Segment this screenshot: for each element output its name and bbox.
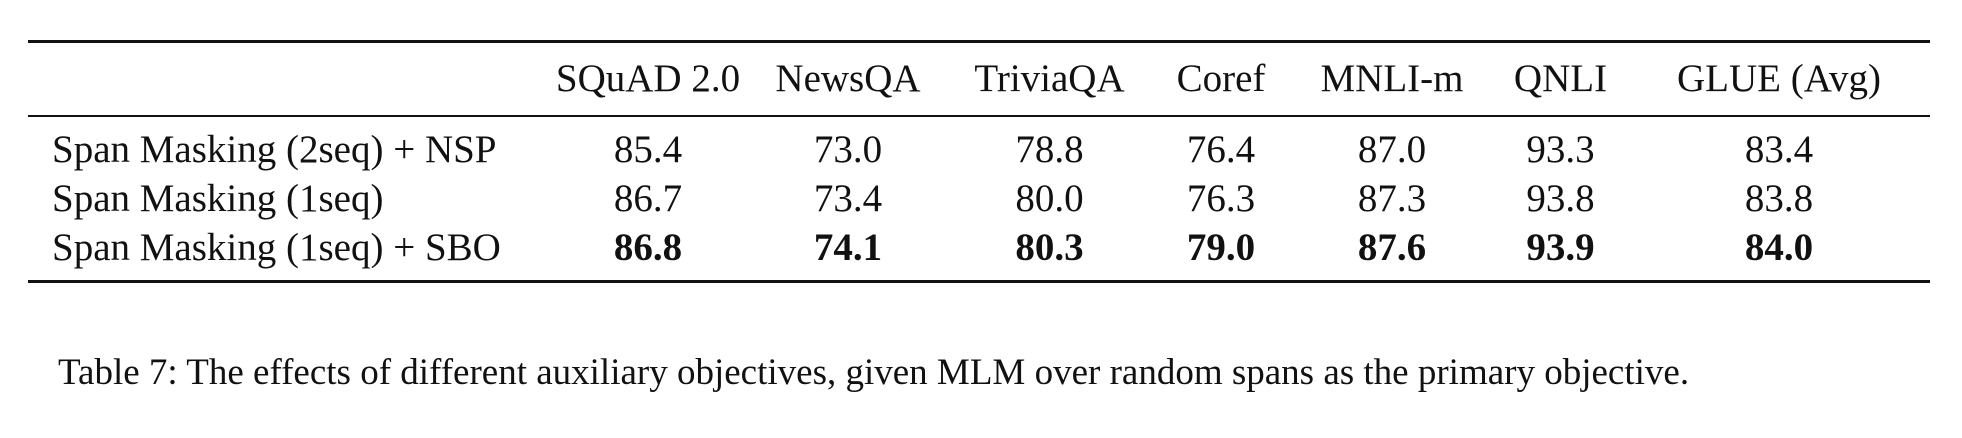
table-cell-best: 93.9 (1526, 226, 1595, 269)
table-cell: 86.7 (613, 177, 683, 220)
table-cell: 80.0 (1015, 177, 1084, 220)
table-cell: 73.4 (813, 177, 883, 220)
table-cell: 73.0 (813, 128, 883, 171)
column-header-coref: Coref (1176, 57, 1266, 100)
table-cell: 76.4 (1186, 128, 1256, 171)
column-header-glue: GLUE (Avg) (1677, 57, 1881, 100)
table-cell-best: 80.3 (1015, 226, 1084, 269)
table-cell: 78.8 (1015, 128, 1084, 171)
table-cell-best: 86.8 (613, 226, 683, 269)
table-cell-best: 79.0 (1186, 226, 1256, 269)
table-cell: 85.4 (613, 128, 683, 171)
table-cell-best: 87.6 (1357, 226, 1427, 269)
table-row: Span Masking (1seq) 86.7 73.4 80.0 76.3 … (28, 174, 1930, 223)
results-table-container: SQuAD 2.0 NewsQA TriviaQA Coref MNLI-m Q… (28, 40, 1930, 283)
table-cell: 76.3 (1186, 177, 1256, 220)
row-label: Span Masking (1seq) (52, 177, 384, 220)
table-header-row: SQuAD 2.0 NewsQA TriviaQA Coref MNLI-m Q… (28, 41, 1930, 117)
column-header-newsqa: NewsQA (775, 57, 921, 100)
column-header-qnli: QNLI (1513, 57, 1608, 100)
row-label: Span Masking (2seq) + NSP (52, 128, 497, 171)
results-table: SQuAD 2.0 NewsQA TriviaQA Coref MNLI-m Q… (28, 40, 1930, 283)
table-row: Span Masking (1seq) + SBO 86.8 74.1 80.3… (28, 223, 1930, 282)
table-cell: 87.0 (1357, 128, 1427, 171)
table-cell: 87.3 (1357, 177, 1427, 220)
table-cell-best: 74.1 (813, 226, 883, 269)
table-cell: 83.8 (1744, 177, 1814, 220)
column-header-squad: SQuAD 2.0 (555, 57, 741, 100)
table-caption: Table 7: The effects of different auxili… (58, 352, 1690, 393)
column-header-blank (28, 42, 548, 117)
table-row: Span Masking (2seq) + NSP 85.4 73.0 78.8… (28, 116, 1930, 174)
table-cell: 83.4 (1744, 128, 1814, 171)
column-header-triviaqa: TriviaQA (974, 57, 1125, 100)
column-header-mnli: MNLI-m (1320, 57, 1464, 100)
row-label: Span Masking (1seq) + SBO (52, 226, 501, 269)
table-cell: 93.8 (1526, 177, 1595, 220)
table-cell-best: 84.0 (1744, 226, 1814, 269)
table-cell: 93.3 (1526, 128, 1595, 171)
